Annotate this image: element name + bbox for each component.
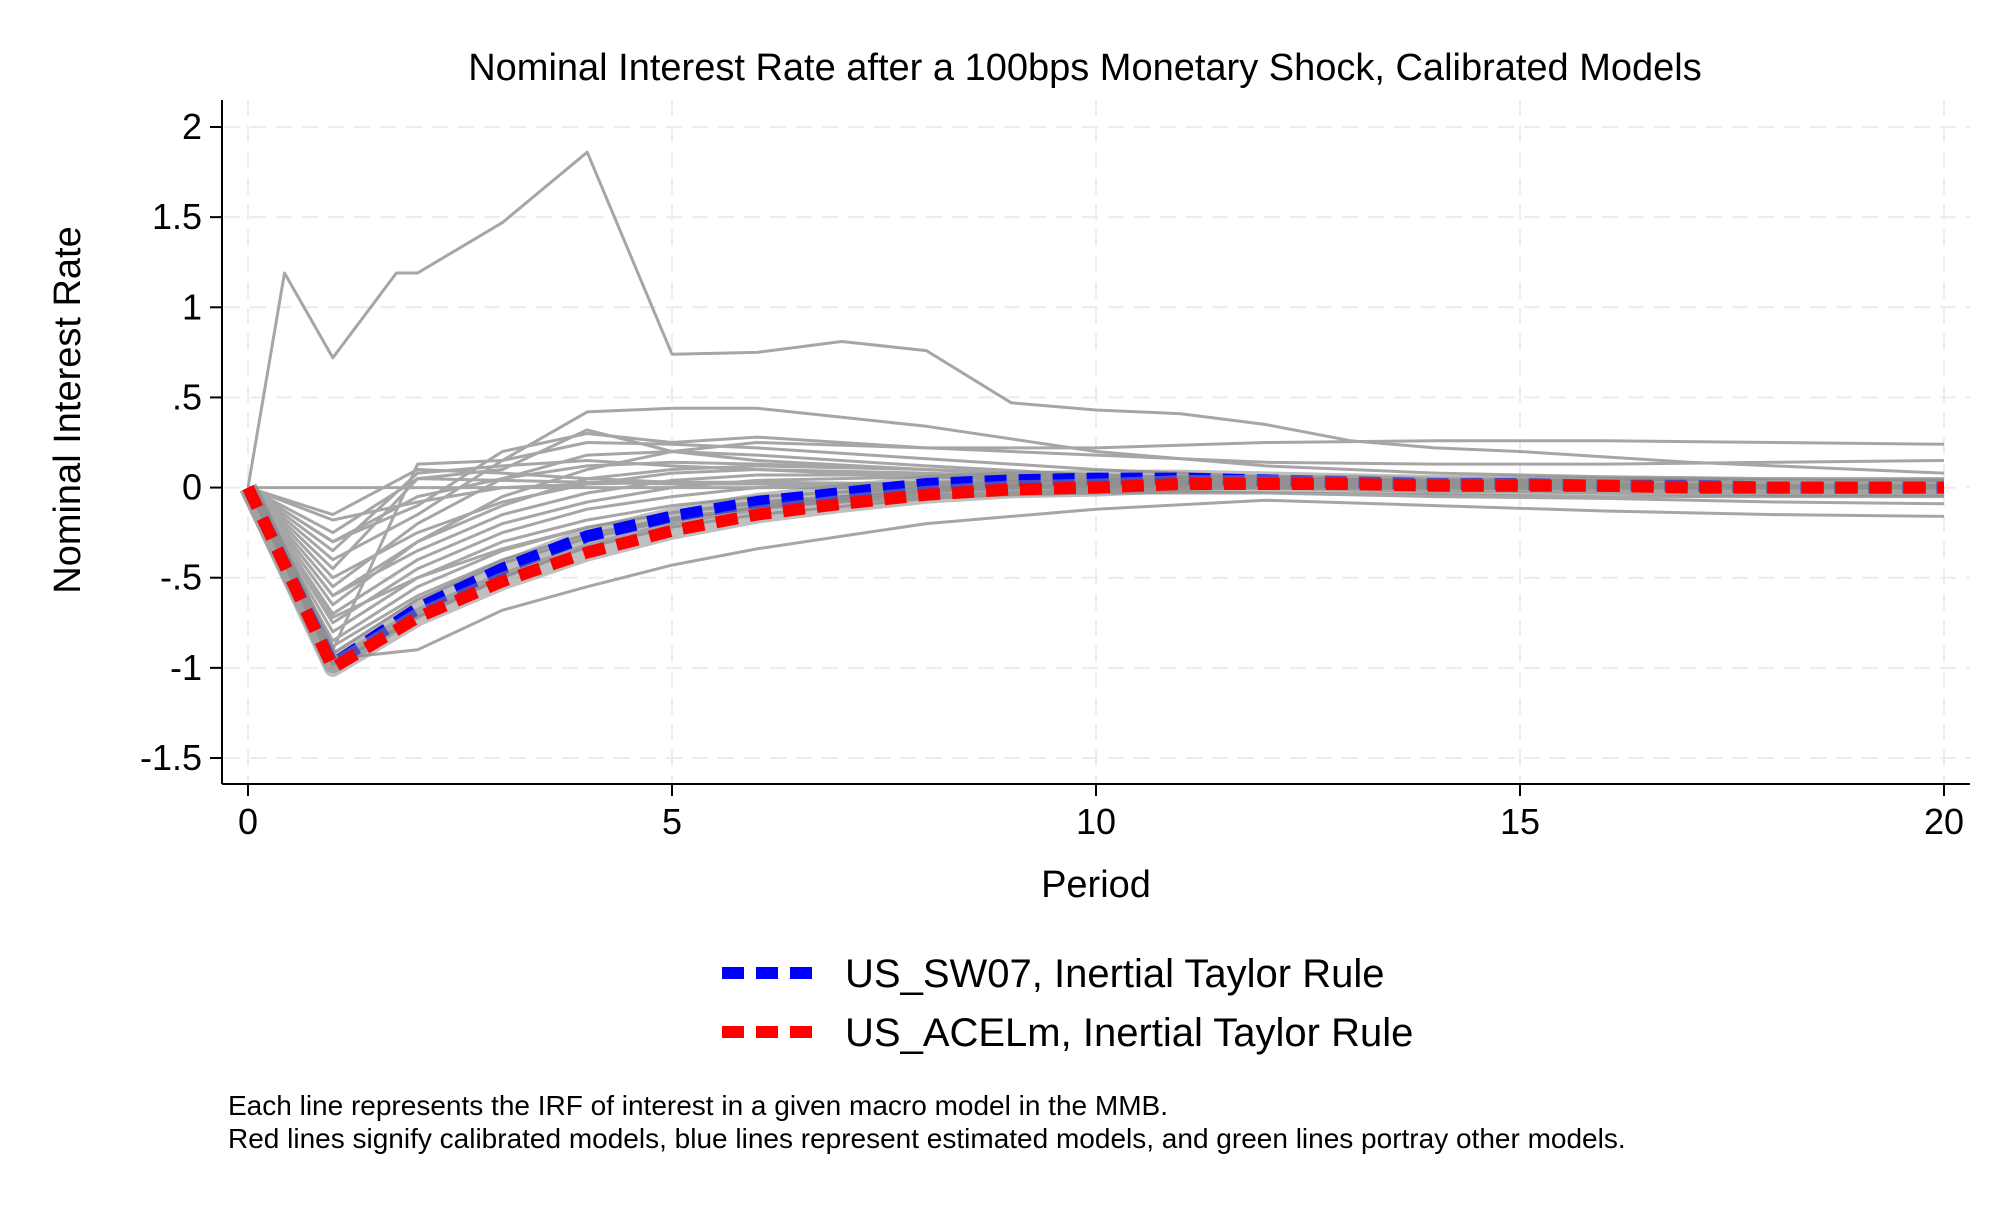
y-tick-label: 0: [182, 467, 202, 508]
model-irf-line: [246, 406, 1945, 652]
y-tick-label: 1: [182, 286, 202, 327]
series-line-us-acelm: [242, 478, 1944, 674]
x-ticks-layer: 0 5 10 15 20: [238, 784, 1964, 842]
x-tick-label: 10: [1076, 801, 1116, 842]
model-irf-line: [247, 432, 1945, 544]
note-line-2: Red lines signify calibrated models, blu…: [228, 1123, 1626, 1154]
note-line-1: Each line represents the IRF of interest…: [228, 1090, 1168, 1121]
model-irf-line: [246, 486, 1945, 661]
x-tick-label: 0: [238, 801, 258, 842]
y-tick-label: -1: [170, 647, 202, 688]
x-tick-label: 5: [662, 801, 682, 842]
x-tick-label: 15: [1500, 801, 1540, 842]
legend-label-acelm: US_ACELm, Inertial Taylor Rule: [845, 1011, 1413, 1055]
x-axis-title: Period: [1041, 864, 1151, 906]
y-tick-label: -1.5: [140, 737, 202, 778]
y-ticks-layer: -1.5 -1 -.5 0 .5 1 1.5 2: [140, 106, 222, 778]
legend-label-sw07: US_SW07, Inertial Taylor Rule: [845, 952, 1385, 996]
x-tick-label: 20: [1924, 801, 1964, 842]
y-tick-label: 2: [182, 106, 202, 147]
y-tick-label: -.5: [160, 557, 202, 598]
y-axis-title: Nominal Interest Rate: [47, 226, 89, 594]
highlight-lines-layer: [239, 469, 1944, 677]
y-tick-label: 1.5: [152, 196, 202, 237]
chart-title: Nominal Interest Rate after a 100bps Mon…: [468, 47, 1702, 89]
legend: US_SW07, Inertial Taylor Rule US_ACELm, …: [722, 952, 1413, 1055]
model-irf-line: [246, 150, 1945, 488]
y-tick-label: .5: [172, 376, 202, 417]
